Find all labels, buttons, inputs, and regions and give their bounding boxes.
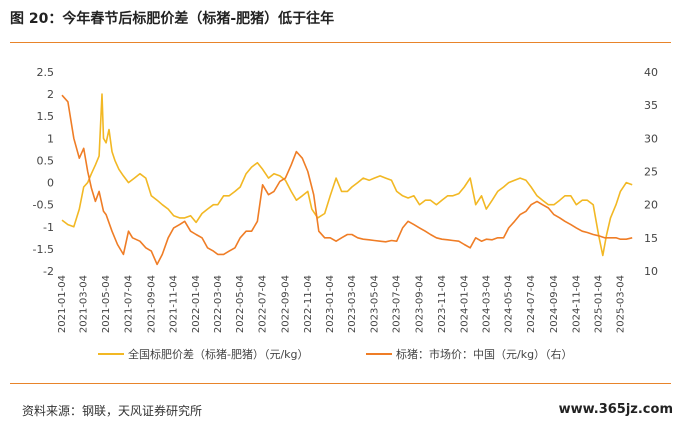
y-axis-right: 40 35 30 25 20 15 10 [644,66,658,278]
x-tick-label: 2024-09-04 [549,275,560,333]
legend-swatch-price [366,353,392,355]
x-tick-label: 2022-01-04 [191,275,202,333]
x-tick-label: 2021-11-04 [169,275,180,333]
x-tick-label: 2023-05-04 [369,275,380,333]
x-tick-label: 2025-03-04 [615,275,626,333]
x-tick-label: 2022-09-04 [280,275,291,333]
x-tick-label: 2023-07-04 [392,275,403,333]
y-left-tick-label: 2 [47,88,54,101]
watermark: www.365jz.com [558,402,673,417]
price-series-line [61,94,633,266]
x-tick-label: 2022-11-04 [303,275,314,333]
x-tick-label: 2024-03-04 [481,275,492,333]
line-chart: 2.521.510.50-0.5-1-1.5-2 40353025201510 … [33,66,658,333]
y-left-tick-label: -2 [43,265,54,278]
y-right-tick-label: 10 [644,265,658,278]
x-tick-label: 2023-03-04 [347,275,358,333]
x-tick-label: 2021-01-04 [57,275,68,333]
x-tick-label: 2022-07-04 [258,275,269,333]
y-left-tick-label: -1 [43,221,54,234]
y-right-tick-label: 25 [644,166,658,179]
y-right-tick-label: 35 [644,99,658,112]
y-left-tick-label: 0.5 [37,154,55,167]
legend-label-spread: 全国标肥价差（标猪-肥猪）（元/kg） [128,348,309,361]
x-tick-label: 2024-01-04 [459,275,470,333]
y-left-tick-label: -0.5 [33,199,54,212]
spread-series-line [61,93,633,257]
title-divider [10,42,671,43]
y-left-tick-label: 2.5 [37,66,55,79]
y-axis-left: 2.5 2 1.5 1 0.5 0 -0.5 -1 -1.5 -2 [33,66,54,278]
y-left-tick-label: 1 [47,132,54,145]
source-note: 资料来源：钢联，天风证券研究所 [22,404,203,418]
x-tick-label: 2024-11-04 [571,275,582,333]
y-right-tick-label: 20 [644,199,658,212]
legend-item-price: 标猪：市场价：中国（元/kg）（右） [366,346,573,362]
x-axis: 2021-01-04 2021-03-04 2021-05-04 2021-07-04… [57,275,626,333]
y-right-tick-label: 30 [644,132,658,145]
x-tick-label: 2021-09-04 [146,275,157,333]
footer-divider [10,383,671,384]
x-tick-label: 2023-11-04 [437,275,448,333]
legend-label-price: 标猪：市场价：中国（元/kg）（右） [396,348,573,361]
x-tick-label: 2021-05-04 [101,275,112,333]
legend-item-spread: 全国标肥价差（标猪-肥猪）（元/kg） [98,346,309,362]
y-right-tick-label: 40 [644,66,658,79]
y-right-tick-label: 15 [644,232,658,245]
x-tick-label: 2021-03-04 [79,275,90,333]
plot-area [61,93,633,266]
figure-title: 图 20：今年春节后标肥价差（标猪-肥猪）低于往年 [10,11,335,27]
legend-swatch-spread [98,353,124,355]
x-tick-label: 2022-05-04 [235,275,246,333]
x-tick-label: 2024-07-04 [526,275,537,333]
x-tick-label: 2025-01-04 [594,275,605,333]
x-tick-label: 2023-09-04 [414,275,425,333]
y-left-tick-label: 0 [47,177,54,190]
y-left-tick-label: -1.5 [33,243,54,256]
x-tick-label: 2022-03-04 [213,275,224,333]
x-tick-label: 2023-01-04 [325,275,336,333]
y-left-tick-label: 1.5 [37,110,55,123]
x-tick-label: 2024-05-04 [504,275,515,333]
x-tick-label: 2021-07-04 [123,275,134,333]
